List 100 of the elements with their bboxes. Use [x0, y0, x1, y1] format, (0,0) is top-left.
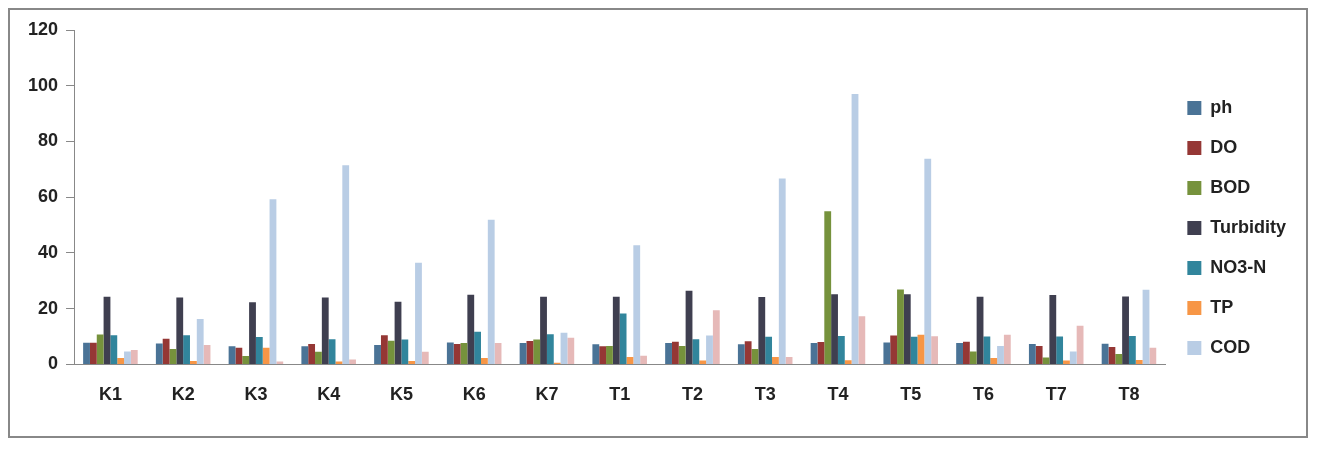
x-tick-label: T3 [754, 384, 776, 405]
bar [1056, 336, 1064, 364]
x-tick-label: K3 [244, 384, 268, 405]
x-tick-label: K1 [98, 384, 122, 405]
bar [401, 339, 409, 364]
bar [176, 297, 184, 364]
bar [487, 219, 495, 364]
bar [162, 338, 170, 364]
bar [1003, 334, 1011, 364]
bar [262, 347, 270, 364]
bar [130, 349, 138, 364]
bar [956, 342, 963, 364]
bar [824, 211, 832, 364]
bar [910, 336, 918, 364]
x-tick-label: K2 [171, 384, 195, 405]
bar [155, 343, 163, 364]
bar [837, 335, 845, 364]
bar [387, 340, 395, 364]
bar [374, 344, 381, 364]
bar [1063, 360, 1070, 364]
legend-label: ph [1210, 96, 1233, 117]
bar [1035, 346, 1043, 364]
y-tick-label: 60 [38, 186, 59, 207]
bar [890, 335, 898, 364]
bar [301, 346, 309, 364]
bar [321, 297, 329, 364]
bar [969, 351, 977, 364]
bar [526, 340, 534, 364]
bar [699, 360, 707, 364]
x-tick-label: T2 [681, 384, 703, 405]
bar [196, 318, 204, 364]
bar [453, 344, 461, 364]
bar [315, 351, 322, 364]
bar [408, 361, 416, 364]
x-tick-label: T7 [1045, 384, 1067, 405]
legend-label: COD [1210, 336, 1251, 357]
bar [990, 357, 998, 364]
bar [1042, 357, 1050, 364]
bar [255, 337, 263, 364]
bar [778, 178, 786, 364]
legend-label: TP [1210, 296, 1234, 317]
bar [712, 310, 720, 364]
y-tick-label: 20 [38, 297, 59, 318]
x-tick-label: T8 [1118, 384, 1140, 405]
y-tick-label: 120 [27, 18, 59, 39]
bar [481, 357, 488, 364]
bar [249, 302, 256, 364]
x-tick-label: K4 [317, 384, 341, 405]
bar [606, 346, 613, 364]
bar [110, 335, 118, 364]
bar [772, 356, 779, 364]
bar [467, 294, 475, 364]
bar [737, 344, 745, 364]
bar [1122, 296, 1129, 364]
bar [546, 334, 554, 364]
bar [983, 336, 991, 364]
legend-label: BOD [1210, 176, 1251, 197]
bar [844, 360, 852, 364]
bar [235, 347, 243, 364]
bar [897, 289, 904, 364]
bar [446, 342, 454, 364]
bar [380, 335, 388, 364]
bar [997, 346, 1004, 364]
bar [831, 294, 838, 364]
y-tick-label: 40 [38, 241, 59, 262]
bar [124, 351, 131, 364]
bar [924, 158, 932, 364]
bar [83, 342, 90, 364]
y-tick-label: 80 [38, 130, 59, 151]
bar [692, 339, 700, 364]
bar [189, 361, 197, 364]
bar [640, 355, 647, 364]
bar [817, 342, 825, 364]
bar [89, 342, 97, 364]
bar [612, 296, 620, 364]
bar [96, 334, 104, 364]
bar [903, 294, 911, 364]
bar [599, 346, 607, 364]
x-tick-label: T6 [972, 384, 994, 405]
bar [1028, 344, 1036, 364]
y-tick-label: 100 [27, 74, 59, 95]
x-tick-label: T5 [900, 384, 922, 405]
bar [1049, 295, 1057, 364]
bar [1101, 343, 1109, 364]
bar [744, 341, 752, 364]
y-tick-label: 0 [48, 353, 59, 374]
bar [633, 245, 641, 364]
bar [706, 335, 713, 364]
bar [228, 346, 236, 364]
bar [242, 356, 250, 364]
bar [308, 344, 316, 364]
bar [342, 165, 350, 364]
bar [183, 335, 190, 364]
bar [421, 351, 429, 364]
bar [858, 316, 866, 364]
bar [533, 339, 541, 364]
bar [349, 359, 356, 364]
bar [963, 341, 970, 364]
bar [592, 344, 600, 364]
legend-label: Turbidity [1210, 216, 1286, 237]
